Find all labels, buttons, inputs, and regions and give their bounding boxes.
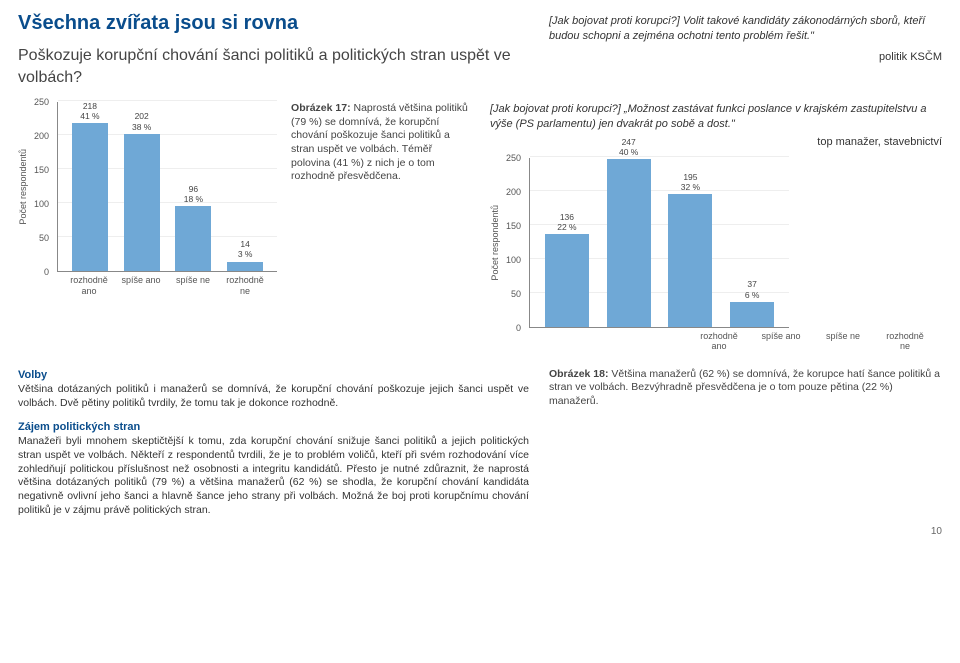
x-tick-label: rozhodně ano [68,275,110,296]
y-axis-label: Počet respondentů [490,205,500,281]
y-axis-label: Počet respondentů [18,149,28,225]
bar-value-label: 20238 % [132,111,151,131]
caption2-text: Většina manažerů (62 %) se domnívá, že k… [549,368,940,407]
chart-1-caption: Obrázek 17: Naprostá většina politiků (7… [291,102,470,351]
chart-2: Počet respondentů25020015010050013622 %2… [490,158,942,352]
caption1-text: Naprostá většina politiků (79 %) se domn… [291,102,468,182]
bar: 19532 % [665,172,715,327]
bar: 13622 % [542,212,592,327]
x-tick-label: spíše ano [120,275,162,296]
chart-2-caption: Obrázek 18: Většina manažerů (62 %) se d… [549,368,942,409]
bar-value-label: 143 % [238,239,253,259]
bar-value-label: 24740 % [619,137,638,157]
bar: 143 % [224,239,266,271]
bar-value-label: 19532 % [681,172,700,192]
section-zajem-heading: Zájem politických stran [18,420,529,434]
page-number: 10 [931,526,942,537]
x-tick-label: spíše ano [756,331,806,352]
gridline [530,156,789,157]
section-zajem-text: Manažeři byli mnohem skeptičtější k tomu… [18,435,529,517]
bar: 376 % [727,279,777,327]
page-title: Všechna zvířata jsou si rovna [18,12,529,35]
top-quote-text: [Jak bojovat proti korupci?] Volit takov… [549,14,942,44]
x-tick-label: rozhodně ne [224,275,266,296]
chart-1: Počet respondentů25020015010050021841 %2… [18,102,277,351]
caption2-prefix: Obrázek 18: [549,368,609,380]
bar-value-label: 9618 % [184,184,203,204]
section-volby-heading: Volby [18,368,529,382]
x-tick-label: spíše ne [818,331,868,352]
bar: 21841 % [69,101,111,272]
gridline [530,190,789,191]
section-volby-text: Většina dotázaných politiků i manažerů s… [18,383,529,410]
x-tick-label: rozhodně ano [694,331,744,352]
bar-value-label: 21841 % [80,101,99,121]
x-tick-label: rozhodně ne [880,331,930,352]
caption1-prefix: Obrázek 17: [291,102,351,114]
mid-quote-attrib: top manažer, stavebnictví [490,136,942,148]
x-tick-label: spíše ne [172,275,214,296]
page-subhead: Poškozuje korupční chování šanci politik… [18,45,529,88]
bar-value-label: 376 % [745,279,760,299]
mid-quote-text: [Jak bojovat proti korupci?] „Možnost za… [490,102,942,132]
bar: 24740 % [604,137,654,327]
top-quote-attrib: politik KSČM [549,50,942,65]
bar: 20238 % [121,111,163,271]
bar: 9618 % [172,184,214,272]
bar-value-label: 13622 % [557,212,576,232]
